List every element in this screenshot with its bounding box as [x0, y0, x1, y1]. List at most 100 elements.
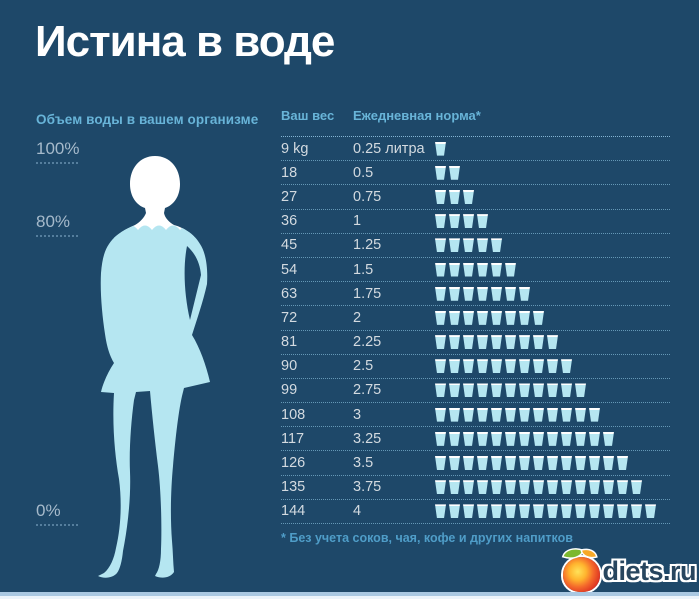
table-row: 9 kg 0.25 литра — [281, 137, 670, 162]
cup-icon — [603, 456, 614, 471]
table-row: 45 1.25 — [281, 234, 670, 258]
norm-cell: 2.5 — [353, 358, 374, 375]
table-row: 108 3 — [281, 403, 670, 428]
cup-icon — [463, 262, 474, 277]
cup-icon — [561, 480, 572, 495]
cup-icon — [435, 383, 446, 398]
cup-icon — [463, 238, 474, 253]
scale-label-0: 0% — [36, 501, 61, 520]
cup-icon — [575, 383, 586, 398]
cup-icon — [505, 431, 516, 446]
cup-icon — [547, 431, 558, 446]
cup-icon — [547, 335, 558, 350]
cup-icon — [463, 480, 474, 495]
water-norm-table: Ваш вес Ежедневная норма* 9 kg 0.25 литр… — [281, 108, 670, 524]
footnote: * Без учета соков, чая, кофе и других на… — [281, 531, 573, 545]
cup-icon — [435, 335, 446, 350]
logo-text: diets.ru — [602, 555, 696, 586]
cup-icon — [477, 480, 488, 495]
page-title: Истина в воде — [35, 17, 335, 66]
cup-icon — [519, 480, 530, 495]
weight-cell: 45 — [281, 237, 298, 254]
table-row: 18 0.5 — [281, 161, 670, 186]
cup-icon — [561, 504, 572, 519]
cup-icon — [449, 286, 460, 301]
cup-icon — [449, 407, 460, 422]
cup-icon — [477, 238, 488, 253]
body-water-heading: Объем воды в вашем организме — [36, 112, 259, 127]
cup-icon — [589, 480, 600, 495]
cup-icon — [449, 456, 460, 471]
cup-icon — [589, 456, 600, 471]
cups-cell — [435, 359, 572, 374]
cup-icon — [449, 359, 460, 374]
cup-icon — [505, 359, 516, 374]
table-row: 36 1 — [281, 210, 670, 234]
cup-icon — [547, 504, 558, 519]
norm-cell: 4 — [353, 503, 362, 520]
cup-icon — [463, 504, 474, 519]
cup-icon — [491, 262, 502, 277]
cup-icon — [435, 214, 446, 229]
cup-icon — [519, 456, 530, 471]
cup-icon — [477, 383, 488, 398]
cup-icon — [547, 383, 558, 398]
cups-cell — [435, 480, 642, 495]
table-header: Ваш вес Ежедневная норма* — [281, 108, 670, 137]
weight-cell: 81 — [281, 334, 298, 351]
cup-icon — [477, 262, 488, 277]
table-row: 99 2.75 — [281, 379, 670, 404]
weight-cell: 99 — [281, 382, 298, 399]
cup-icon — [477, 310, 488, 325]
cup-icon — [575, 431, 586, 446]
cup-icon — [561, 359, 572, 374]
cup-icon — [463, 335, 474, 350]
cup-icon — [547, 456, 558, 471]
cup-icon — [435, 262, 446, 277]
cup-icon — [477, 286, 488, 301]
weight-cell: 54 — [281, 261, 298, 278]
norm-cell: 1.25 — [353, 237, 382, 254]
cup-icon — [449, 189, 460, 204]
cup-icon — [519, 383, 530, 398]
weight-cell: 18 — [281, 164, 298, 181]
cup-icon — [561, 383, 572, 398]
cup-icon — [617, 480, 628, 495]
cups-cell — [435, 431, 614, 446]
cup-icon — [463, 286, 474, 301]
cup-icon — [463, 431, 474, 446]
cup-icon — [435, 165, 446, 180]
cup-icon — [435, 189, 446, 204]
table-row: 81 2.25 — [281, 331, 670, 355]
cup-icon — [547, 407, 558, 422]
norm-cell: 0.75 — [353, 188, 382, 205]
cup-icon — [491, 238, 502, 253]
cup-icon — [617, 456, 628, 471]
cup-icon — [463, 310, 474, 325]
cup-icon — [449, 214, 460, 229]
cups-cell — [435, 165, 460, 180]
weight-cell: 36 — [281, 213, 298, 230]
cup-icon — [505, 335, 516, 350]
cup-icon — [491, 456, 502, 471]
cup-icon — [631, 480, 642, 495]
table-row: 72 2 — [281, 306, 670, 331]
cup-icon — [491, 335, 502, 350]
cup-icon — [561, 431, 572, 446]
cup-icon — [463, 189, 474, 204]
cups-cell — [435, 456, 628, 471]
cup-icon — [561, 407, 572, 422]
cup-icon — [519, 335, 530, 350]
cup-icon — [463, 456, 474, 471]
cup-icon — [477, 407, 488, 422]
cup-icon — [505, 262, 516, 277]
cup-icon — [449, 335, 460, 350]
cup-icon — [505, 310, 516, 325]
diets-ru-logo[interactable]: diets.ru — [563, 545, 696, 596]
cup-icon — [435, 286, 446, 301]
cup-icon — [449, 262, 460, 277]
cup-icon — [505, 286, 516, 301]
cup-icon — [505, 480, 516, 495]
cup-icon — [477, 359, 488, 374]
cup-icon — [645, 504, 656, 519]
